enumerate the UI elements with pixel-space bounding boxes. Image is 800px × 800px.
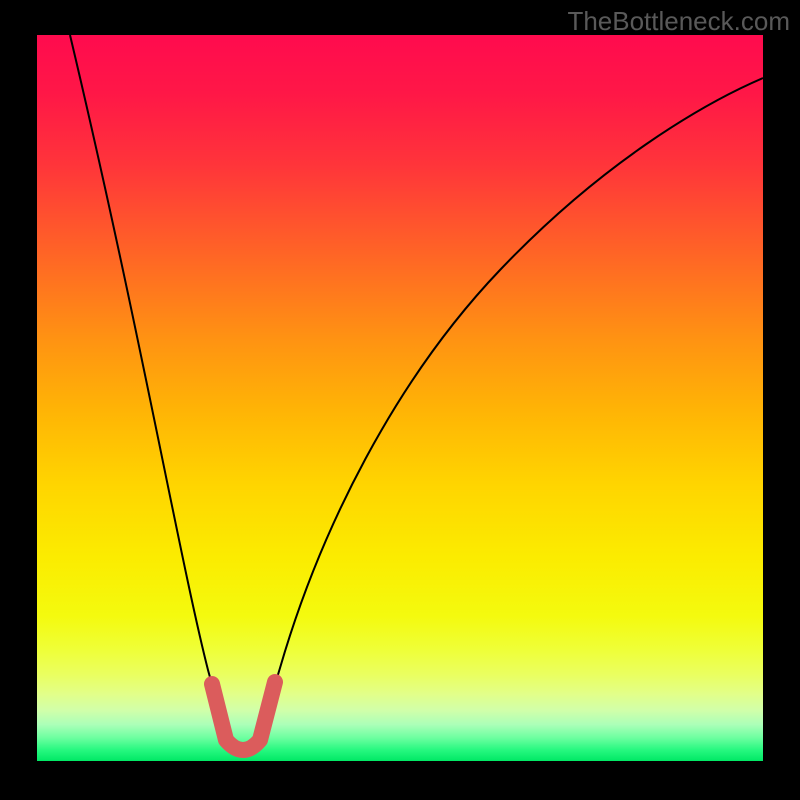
- chart-svg: [0, 0, 800, 800]
- chart-container: TheBottleneck.com: [0, 0, 800, 800]
- watermark-text: TheBottleneck.com: [567, 6, 790, 37]
